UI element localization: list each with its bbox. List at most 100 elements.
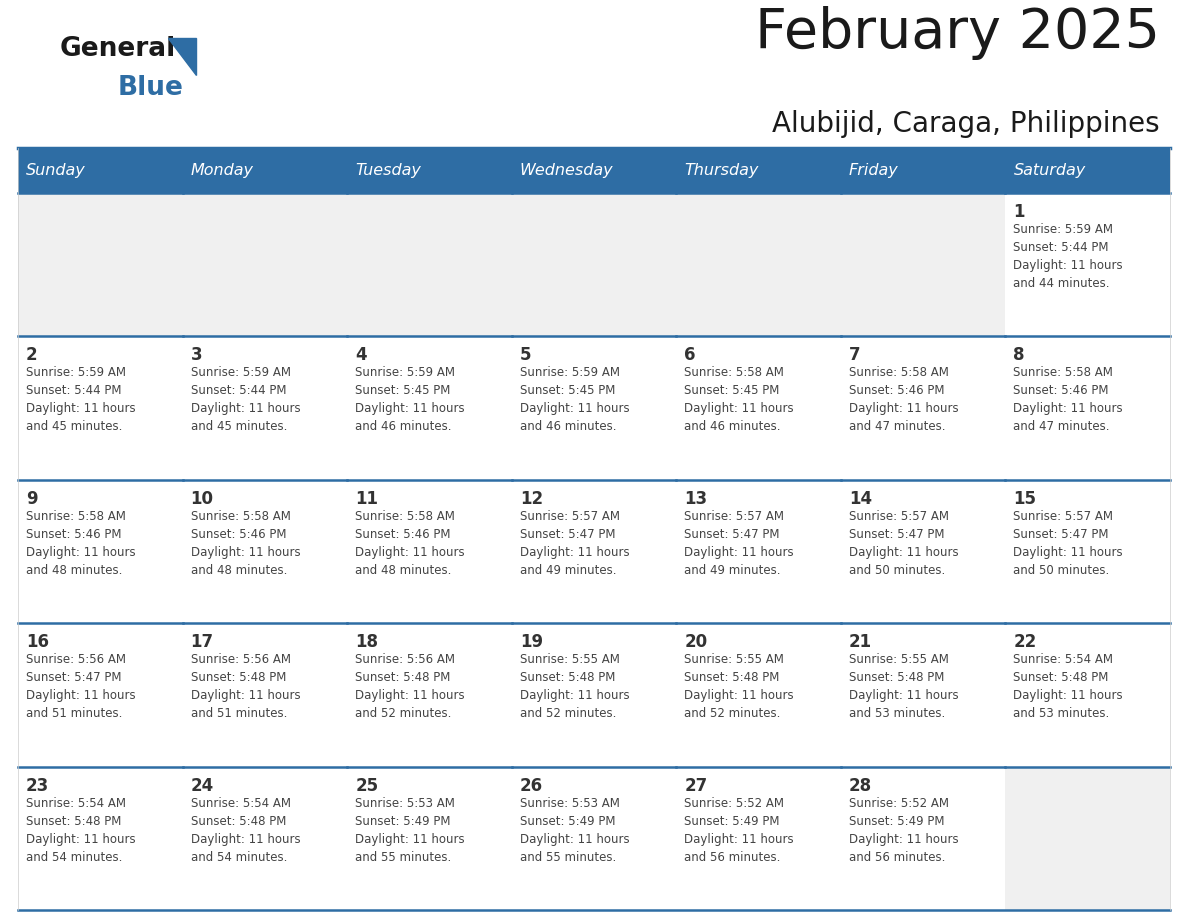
Bar [183,336,347,480]
Text: Sunrise: 5:53 AM
Sunset: 5:49 PM
Daylight: 11 hours
and 55 minutes.: Sunrise: 5:53 AM Sunset: 5:49 PM Dayligh… [519,797,630,864]
Text: February 2025: February 2025 [756,6,1159,60]
Text: Sunrise: 5:53 AM
Sunset: 5:49 PM
Daylight: 11 hours
and 55 minutes.: Sunrise: 5:53 AM Sunset: 5:49 PM Dayligh… [355,797,465,864]
Text: Wednesday: Wednesday [519,163,613,178]
Bar [1005,480,1170,623]
Bar [512,148,676,193]
Bar [183,148,347,193]
Text: 21: 21 [849,633,872,651]
Text: 15: 15 [1013,490,1036,508]
Bar [676,193,841,336]
Bar [1005,148,1170,193]
Bar [841,148,1005,193]
Bar [676,623,841,767]
Text: Sunrise: 5:56 AM
Sunset: 5:47 PM
Daylight: 11 hours
and 51 minutes.: Sunrise: 5:56 AM Sunset: 5:47 PM Dayligh… [26,654,135,721]
Text: Sunrise: 5:59 AM
Sunset: 5:44 PM
Daylight: 11 hours
and 45 minutes.: Sunrise: 5:59 AM Sunset: 5:44 PM Dayligh… [190,366,301,433]
Text: Sunrise: 5:58 AM
Sunset: 5:46 PM
Daylight: 11 hours
and 48 minutes.: Sunrise: 5:58 AM Sunset: 5:46 PM Dayligh… [190,509,301,577]
Text: Thursday: Thursday [684,163,759,178]
Bar [676,336,841,480]
Bar [841,336,1005,480]
Bar [512,623,676,767]
Bar [841,480,1005,623]
Bar [1005,767,1170,910]
Bar [841,767,1005,910]
Bar [512,336,676,480]
Text: Sunrise: 5:54 AM
Sunset: 5:48 PM
Daylight: 11 hours
and 54 minutes.: Sunrise: 5:54 AM Sunset: 5:48 PM Dayligh… [26,797,135,864]
Text: Sunrise: 5:54 AM
Sunset: 5:48 PM
Daylight: 11 hours
and 53 minutes.: Sunrise: 5:54 AM Sunset: 5:48 PM Dayligh… [1013,654,1123,721]
Text: Sunrise: 5:55 AM
Sunset: 5:48 PM
Daylight: 11 hours
and 52 minutes.: Sunrise: 5:55 AM Sunset: 5:48 PM Dayligh… [684,654,794,721]
Text: Friday: Friday [849,163,898,178]
Text: Alubijid, Caraga, Philippines: Alubijid, Caraga, Philippines [772,110,1159,138]
Polygon shape [168,38,196,75]
Text: Sunrise: 5:58 AM
Sunset: 5:46 PM
Daylight: 11 hours
and 48 minutes.: Sunrise: 5:58 AM Sunset: 5:46 PM Dayligh… [355,509,465,577]
Bar [512,193,676,336]
Text: Sunrise: 5:59 AM
Sunset: 5:44 PM
Daylight: 11 hours
and 45 minutes.: Sunrise: 5:59 AM Sunset: 5:44 PM Dayligh… [26,366,135,433]
Bar [512,480,676,623]
Text: Sunrise: 5:55 AM
Sunset: 5:48 PM
Daylight: 11 hours
and 52 minutes.: Sunrise: 5:55 AM Sunset: 5:48 PM Dayligh… [519,654,630,721]
Text: 1: 1 [1013,203,1025,221]
Text: 22: 22 [1013,633,1037,651]
Text: 28: 28 [849,777,872,795]
Text: 27: 27 [684,777,708,795]
Bar [676,148,841,193]
Text: Sunrise: 5:52 AM
Sunset: 5:49 PM
Daylight: 11 hours
and 56 minutes.: Sunrise: 5:52 AM Sunset: 5:49 PM Dayligh… [849,797,959,864]
Text: 8: 8 [1013,346,1025,364]
Text: General: General [61,36,176,62]
Text: 19: 19 [519,633,543,651]
Bar [841,623,1005,767]
Text: Sunrise: 5:57 AM
Sunset: 5:47 PM
Daylight: 11 hours
and 49 minutes.: Sunrise: 5:57 AM Sunset: 5:47 PM Dayligh… [684,509,794,577]
Text: 11: 11 [355,490,378,508]
Text: 5: 5 [519,346,531,364]
Text: Sunrise: 5:59 AM
Sunset: 5:45 PM
Daylight: 11 hours
and 46 minutes.: Sunrise: 5:59 AM Sunset: 5:45 PM Dayligh… [519,366,630,433]
Text: Sunrise: 5:58 AM
Sunset: 5:45 PM
Daylight: 11 hours
and 46 minutes.: Sunrise: 5:58 AM Sunset: 5:45 PM Dayligh… [684,366,794,433]
Bar [512,767,676,910]
Text: 13: 13 [684,490,707,508]
Text: 20: 20 [684,633,707,651]
Bar [1005,193,1170,336]
Bar [18,480,183,623]
Text: 18: 18 [355,633,378,651]
Bar [183,193,347,336]
Bar [183,623,347,767]
Bar [841,193,1005,336]
Text: Monday: Monday [190,163,253,178]
Bar [1005,623,1170,767]
Bar [18,193,183,336]
Text: 26: 26 [519,777,543,795]
Text: Sunrise: 5:57 AM
Sunset: 5:47 PM
Daylight: 11 hours
and 50 minutes.: Sunrise: 5:57 AM Sunset: 5:47 PM Dayligh… [849,509,959,577]
Bar [347,480,512,623]
Bar [18,148,183,193]
Text: Sunrise: 5:58 AM
Sunset: 5:46 PM
Daylight: 11 hours
and 47 minutes.: Sunrise: 5:58 AM Sunset: 5:46 PM Dayligh… [1013,366,1123,433]
Text: 23: 23 [26,777,49,795]
Bar [347,767,512,910]
Text: 16: 16 [26,633,49,651]
Bar [347,623,512,767]
Text: Sunrise: 5:55 AM
Sunset: 5:48 PM
Daylight: 11 hours
and 53 minutes.: Sunrise: 5:55 AM Sunset: 5:48 PM Dayligh… [849,654,959,721]
Bar [18,623,183,767]
Text: Sunrise: 5:52 AM
Sunset: 5:49 PM
Daylight: 11 hours
and 56 minutes.: Sunrise: 5:52 AM Sunset: 5:49 PM Dayligh… [684,797,794,864]
Text: Sunrise: 5:58 AM
Sunset: 5:46 PM
Daylight: 11 hours
and 48 minutes.: Sunrise: 5:58 AM Sunset: 5:46 PM Dayligh… [26,509,135,577]
Text: 4: 4 [355,346,367,364]
Text: Sunrise: 5:54 AM
Sunset: 5:48 PM
Daylight: 11 hours
and 54 minutes.: Sunrise: 5:54 AM Sunset: 5:48 PM Dayligh… [190,797,301,864]
Text: 9: 9 [26,490,38,508]
Bar [347,148,512,193]
Text: Sunrise: 5:57 AM
Sunset: 5:47 PM
Daylight: 11 hours
and 50 minutes.: Sunrise: 5:57 AM Sunset: 5:47 PM Dayligh… [1013,509,1123,577]
Text: Blue: Blue [118,75,184,101]
Bar [18,767,183,910]
Text: 10: 10 [190,490,214,508]
Bar [1005,336,1170,480]
Bar [18,336,183,480]
Text: Sunrise: 5:57 AM
Sunset: 5:47 PM
Daylight: 11 hours
and 49 minutes.: Sunrise: 5:57 AM Sunset: 5:47 PM Dayligh… [519,509,630,577]
Text: 7: 7 [849,346,860,364]
Text: 12: 12 [519,490,543,508]
Text: 14: 14 [849,490,872,508]
Text: Sunrise: 5:56 AM
Sunset: 5:48 PM
Daylight: 11 hours
and 51 minutes.: Sunrise: 5:56 AM Sunset: 5:48 PM Dayligh… [190,654,301,721]
Text: Sunrise: 5:59 AM
Sunset: 5:44 PM
Daylight: 11 hours
and 44 minutes.: Sunrise: 5:59 AM Sunset: 5:44 PM Dayligh… [1013,223,1123,290]
Text: 3: 3 [190,346,202,364]
Bar [347,193,512,336]
Bar [676,767,841,910]
Bar [676,480,841,623]
Bar [183,767,347,910]
Text: Saturday: Saturday [1013,163,1086,178]
Text: Sunrise: 5:59 AM
Sunset: 5:45 PM
Daylight: 11 hours
and 46 minutes.: Sunrise: 5:59 AM Sunset: 5:45 PM Dayligh… [355,366,465,433]
Bar [183,480,347,623]
